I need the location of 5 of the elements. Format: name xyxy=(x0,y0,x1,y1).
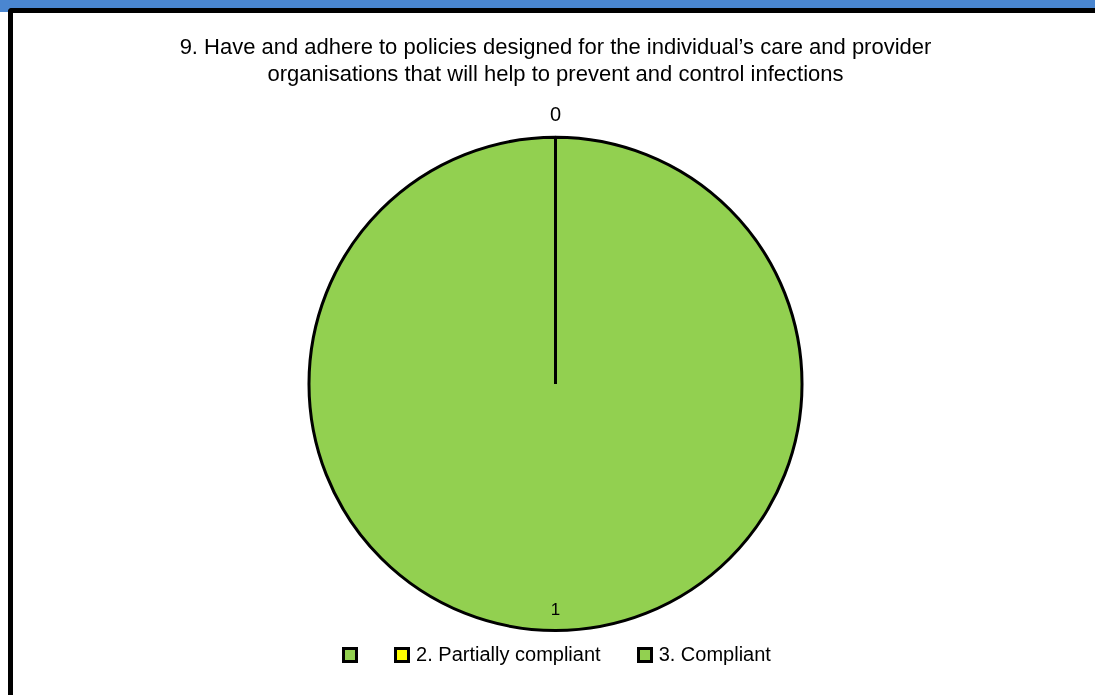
legend-label: 2. Partially compliant xyxy=(416,643,601,666)
legend-label: 3. Compliant xyxy=(658,643,771,666)
data-label: 1 xyxy=(550,600,561,620)
text: 0 xyxy=(549,102,562,125)
chart-title: 9. Have and adhere to policies designed for the individual’s care and provider organisations that will help to prevent and control infections xyxy=(179,34,932,86)
